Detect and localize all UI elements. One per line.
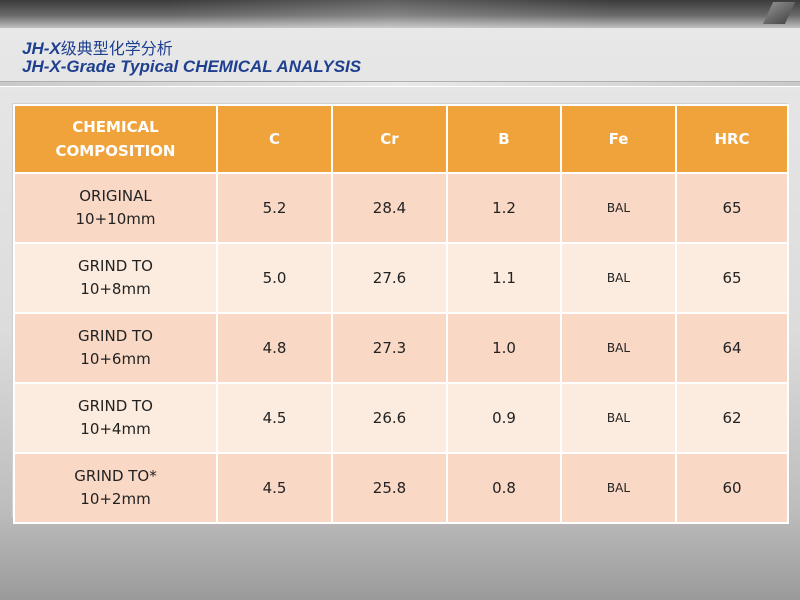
slide-title-chinese: JH-X级典型化学分析	[22, 35, 173, 59]
cell-hrc: 60	[675, 452, 789, 524]
cell-hrc: 62	[675, 382, 789, 454]
top-decorative-bar	[0, 0, 800, 28]
cell-cr: 27.6	[331, 242, 448, 314]
cell-b: 0.8	[446, 452, 562, 524]
header-composition-line1: CHEMICAL	[72, 118, 159, 136]
row-label: GRIND TO* 10+2mm	[13, 452, 218, 524]
row-label-line1: ORIGINAL	[79, 187, 152, 205]
cell-c: 4.5	[216, 382, 333, 454]
row-label-line2: 10+6mm	[80, 350, 151, 368]
cell-b: 1.0	[446, 312, 562, 384]
title-prefix: JH-X	[22, 39, 61, 58]
cell-b: 1.1	[446, 242, 562, 314]
chemical-analysis-table: CHEMICAL COMPOSITION C Cr B Fe HRC ORIGI…	[13, 104, 789, 524]
title-divider	[0, 82, 800, 86]
row-label-line1: GRIND TO	[78, 327, 153, 345]
cell-fe: BAL	[560, 452, 677, 524]
row-label-line1: GRIND TO*	[74, 467, 157, 485]
cell-c: 5.0	[216, 242, 333, 314]
header-b: B	[446, 104, 562, 174]
table-row: GRIND TO* 10+2mm 4.5 25.8 0.8 BAL 60	[13, 452, 789, 524]
chemical-analysis-table-container: CHEMICAL COMPOSITION C Cr B Fe HRC ORIGI…	[12, 103, 789, 524]
header-hrc: HRC	[675, 104, 789, 174]
cell-fe: BAL	[560, 312, 677, 384]
cell-b: 1.2	[446, 172, 562, 244]
cell-c: 4.8	[216, 312, 333, 384]
table-row: GRIND TO 10+4mm 4.5 26.6 0.9 BAL 62	[13, 382, 789, 454]
title-cn-text: 级典型化学分析	[60, 39, 173, 58]
cell-hrc: 65	[675, 242, 789, 314]
header-composition: CHEMICAL COMPOSITION	[13, 104, 218, 174]
row-label: ORIGINAL 10+10mm	[13, 172, 218, 244]
cell-cr: 27.3	[331, 312, 448, 384]
cell-fe: BAL	[560, 172, 677, 244]
table-header-row: CHEMICAL COMPOSITION C Cr B Fe HRC	[13, 104, 789, 174]
cell-cr: 28.4	[331, 172, 448, 244]
header-composition-line2: COMPOSITION	[55, 142, 176, 160]
header-cr: Cr	[331, 104, 448, 174]
cell-hrc: 64	[675, 312, 789, 384]
header-fe: Fe	[560, 104, 677, 174]
row-label: GRIND TO 10+4mm	[13, 382, 218, 454]
row-label-line2: 10+4mm	[80, 420, 151, 438]
table-row: GRIND TO 10+8mm 5.0 27.6 1.1 BAL 65	[13, 242, 789, 314]
table-row: ORIGINAL 10+10mm 5.2 28.4 1.2 BAL 65	[13, 172, 789, 244]
slide-title-english: JH-X-Grade Typical CHEMICAL ANALYSIS	[22, 57, 362, 76]
row-label: GRIND TO 10+6mm	[13, 312, 218, 384]
header-c: C	[216, 104, 333, 174]
cell-fe: BAL	[560, 242, 677, 314]
row-label: GRIND TO 10+8mm	[13, 242, 218, 314]
cell-b: 0.9	[446, 382, 562, 454]
top-bar-highlight	[170, 0, 800, 28]
cell-hrc: 65	[675, 172, 789, 244]
row-label-line2: 10+10mm	[75, 210, 156, 228]
row-label-line2: 10+8mm	[80, 280, 151, 298]
row-label-line1: GRIND TO	[78, 397, 153, 415]
table-row: GRIND TO 10+6mm 4.8 27.3 1.0 BAL 64	[13, 312, 789, 384]
cell-c: 5.2	[216, 172, 333, 244]
cell-c: 4.5	[216, 452, 333, 524]
cell-fe: BAL	[560, 382, 677, 454]
row-label-line2: 10+2mm	[80, 490, 151, 508]
row-label-line1: GRIND TO	[78, 257, 153, 275]
cell-cr: 26.6	[331, 382, 448, 454]
cell-cr: 25.8	[331, 452, 448, 524]
